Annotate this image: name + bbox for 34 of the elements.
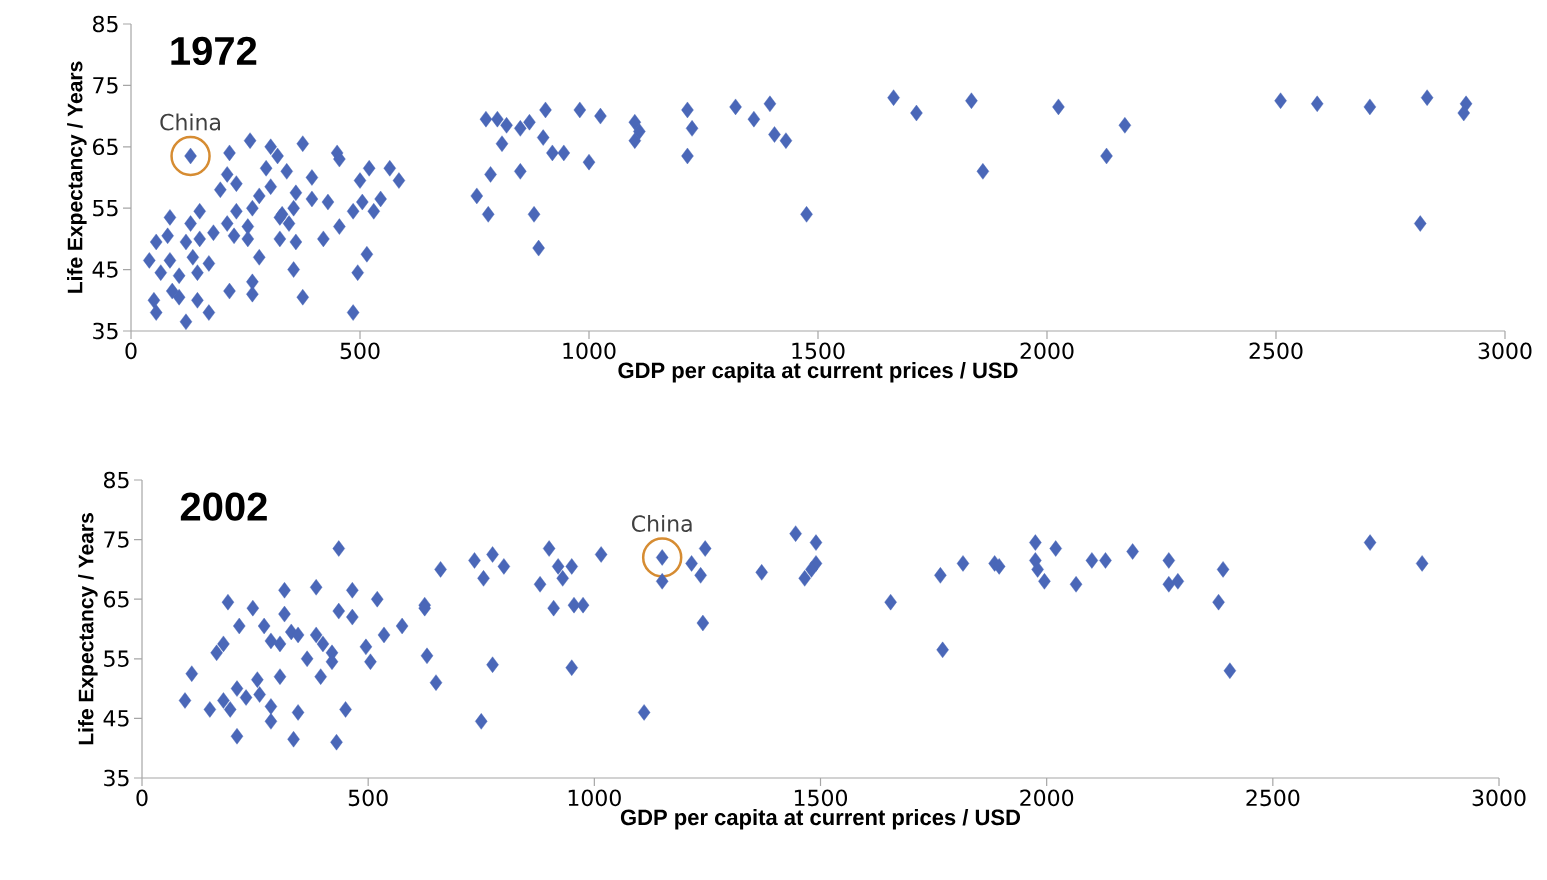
x-tick-label: 0: [125, 342, 137, 360]
y-axis-title: Life Expectancy / Years: [78, 513, 98, 745]
x-tick-label: 1500: [792, 342, 845, 360]
y-tick-label: 65: [93, 138, 118, 156]
y-tick-label: 45: [103, 710, 129, 727]
y-tick-label: 75: [93, 77, 118, 94]
y-tick-label: 35: [93, 322, 118, 340]
y-axis-title: Life Expectancy / Years: [67, 61, 87, 293]
x-tick-label: 2500: [1246, 789, 1300, 807]
x-tick-label: 2500: [1249, 342, 1303, 360]
x-tick-label: 1000: [563, 342, 616, 360]
y-tick-label: 55: [93, 200, 118, 217]
x-tick-label: 3000: [1478, 342, 1532, 360]
y-tick-label: 85: [103, 471, 129, 489]
chart-title: 1972: [171, 36, 257, 66]
chart-title: 2002: [180, 492, 267, 521]
x-tick-label: 2000: [1020, 789, 1074, 807]
y-tick-label: 55: [104, 650, 129, 667]
x-tick-label: 500: [348, 789, 388, 807]
x-tick-label: 500: [340, 342, 380, 360]
annotation: China: [160, 113, 220, 131]
x-tick-label: 2000: [1020, 342, 1074, 360]
annotation: China: [632, 514, 692, 532]
y-tick-label: 35: [104, 769, 129, 787]
x-tick-label: 1500: [794, 789, 848, 807]
x-tick-label: 3000: [1472, 789, 1526, 807]
x-tick-label: 1000: [568, 789, 621, 807]
y-tick-label: 75: [104, 531, 129, 548]
x-axis-title: GDP per capita at current prices / USD: [618, 362, 1018, 383]
y-tick-label: 45: [92, 261, 118, 278]
y-tick-label: 85: [92, 15, 118, 33]
x-tick-label: 0: [136, 789, 148, 807]
y-tick-label: 65: [104, 590, 129, 608]
x-axis-title: GDP per capita at current prices / USD: [620, 809, 1021, 830]
